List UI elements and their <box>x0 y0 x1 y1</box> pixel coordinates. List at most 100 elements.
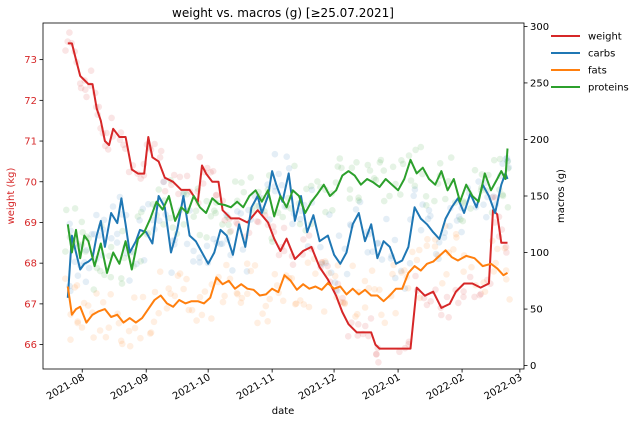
fats-scatter-point <box>481 288 489 296</box>
y-right-tick-label: 300 <box>530 22 549 33</box>
y-right-tick-label: 250 <box>530 78 549 89</box>
carbs-scatter-point <box>499 160 506 167</box>
fats-scatter-point <box>238 294 246 302</box>
carbs-scatter-point <box>74 272 82 280</box>
carbs-scatter-point <box>397 267 405 275</box>
proteins-scatter-point <box>63 206 70 214</box>
weight-scatter-point <box>300 236 307 243</box>
fats-scatter-point <box>305 303 313 311</box>
chart-title: weight vs. macros (g) [≥25.07.2021] <box>172 6 394 20</box>
fats-scatter-point <box>115 319 123 327</box>
proteins-scatter-point <box>137 258 144 265</box>
carbs-scatter-point <box>483 213 490 221</box>
weight-scatter-point <box>77 84 85 92</box>
fats-scatter-point <box>453 234 460 241</box>
proteins-scatter-point <box>190 213 197 220</box>
fats-scatter-point <box>492 259 500 267</box>
fats-scatter-point <box>312 270 319 278</box>
carbs-scatter-point <box>113 239 121 246</box>
carbs-scatter-point <box>391 236 399 244</box>
proteins-scatter-point <box>296 220 304 228</box>
fats-scatter-point <box>361 277 369 285</box>
weight-scatter-point <box>438 311 445 319</box>
carbs-scatter-point <box>441 229 449 236</box>
carbs-scatter-point <box>458 228 465 236</box>
weight-scatter-point <box>62 47 69 54</box>
fats-scatter-point <box>273 282 281 289</box>
x-tick-label: 2021-11 <box>235 372 277 402</box>
legend: weight carbs fats proteins <box>551 32 629 94</box>
fats-scatter-point <box>125 327 133 335</box>
carbs-scatter-point <box>331 279 339 286</box>
x-axis-label: date <box>272 406 295 417</box>
proteins-scatter-point <box>398 157 405 164</box>
weight-scatter-point <box>443 293 451 301</box>
carbs-scatter-point <box>139 205 147 213</box>
proteins-scatter-point <box>307 182 315 190</box>
weight-scatter-point <box>176 173 184 181</box>
weight-scatter-point <box>125 168 133 176</box>
fats-scatter-point <box>163 305 171 312</box>
proteins-scatter-point <box>386 192 393 200</box>
proteins-scatter-point <box>240 188 248 196</box>
y-left-tick-label: 72 <box>24 96 37 107</box>
fats-scatter-point <box>119 340 126 348</box>
x-tick-label: 2022-03 <box>483 372 525 402</box>
weight-scatter-point <box>460 288 467 295</box>
fats-scatter-point <box>107 291 114 298</box>
fats-scatter-point <box>318 259 325 267</box>
weight-scatter-point <box>344 333 352 340</box>
carbs-scatter-point <box>425 207 433 214</box>
carbs-scatter-point <box>234 208 241 215</box>
fats-scatter-point <box>271 270 279 278</box>
proteins-scatter-point <box>332 179 340 186</box>
proteins-scatter-point <box>496 155 504 163</box>
weight-scatter-point <box>137 175 144 182</box>
proteins-scatter-point <box>155 186 163 193</box>
fats-scatter-point <box>325 269 333 277</box>
carbs-scatter-point <box>435 239 443 246</box>
fats-scatter-point <box>247 267 255 275</box>
carbs-scatter-point <box>410 192 418 200</box>
proteins-scatter-point <box>366 167 374 174</box>
fats-scatter-point <box>174 272 182 280</box>
carbs-scatter-point <box>217 240 224 248</box>
proteins-scatter-point <box>78 218 86 226</box>
fats-scatter-point <box>237 299 245 307</box>
fats-scatter-point <box>74 318 81 325</box>
fats-scatter-point <box>67 336 74 344</box>
proteins-scatter-point <box>423 202 430 209</box>
proteins-scatter-point <box>504 204 512 211</box>
fats-scatter-point <box>416 294 424 302</box>
carbs-scatter-point <box>133 260 140 268</box>
weight-scatter-point <box>373 351 380 358</box>
weight-scatter-point <box>120 141 127 149</box>
fats-scatter-point <box>117 337 125 345</box>
fats-scatter-point <box>131 324 139 332</box>
proteins-scatter-point <box>219 221 226 228</box>
proteins-scatter-point <box>397 191 404 198</box>
weight-scatter-point <box>280 247 288 255</box>
carbs-scatter-point <box>145 200 152 208</box>
carbs-scatter-point <box>126 277 133 284</box>
y-right-tick-label: 200 <box>530 135 549 146</box>
proteins-scatter-point <box>314 178 321 185</box>
proteins-scatter-point <box>460 199 468 207</box>
fats-scatter-point <box>93 290 100 297</box>
weight-scatter-point <box>339 299 347 306</box>
fats-scatter-point <box>243 260 251 268</box>
proteins-scatter-point <box>436 160 444 167</box>
fats-scatter-point <box>84 302 92 309</box>
lines-layer <box>66 42 509 350</box>
carbs-scatter-point <box>237 210 245 217</box>
weight-scatter-point <box>427 298 435 305</box>
fats-scatter-point <box>349 262 357 270</box>
carbs-scatter-point <box>455 213 463 220</box>
fats-scatter-point <box>208 315 215 322</box>
weight-scatter-point <box>492 194 499 201</box>
fats-scatter-point <box>156 268 164 276</box>
proteins-legend-label: proteins <box>588 83 629 94</box>
proteins-scatter-point <box>180 221 188 228</box>
weight-scatter-point <box>207 169 214 176</box>
